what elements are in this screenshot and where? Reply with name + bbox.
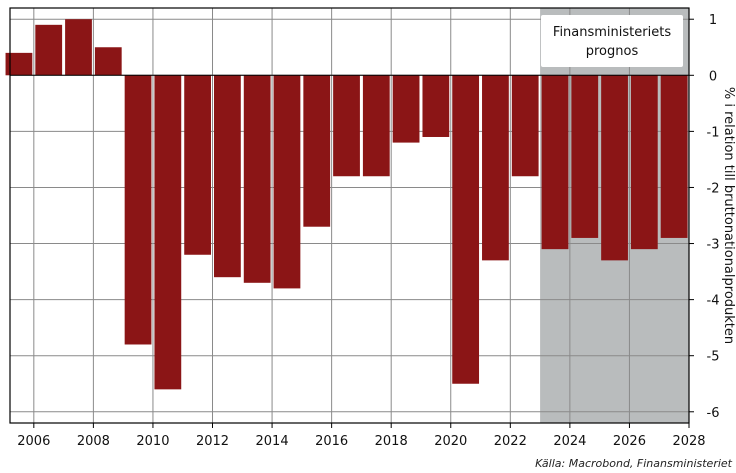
x-tick-label-2016: 2016 (315, 434, 348, 449)
x-tick-label-2012: 2012 (196, 434, 229, 449)
bar-2024 (571, 75, 599, 238)
y-tick-label--4: -4 (707, 294, 720, 309)
bars (5, 19, 688, 390)
y-tick-label-0: 0 (709, 69, 717, 84)
bar-2023 (541, 75, 569, 250)
bar-2008 (94, 47, 122, 76)
bar-2020 (452, 75, 480, 384)
bar-2013 (243, 75, 271, 283)
forecast-label-line2: prognos (586, 44, 639, 59)
y-tick-label--3: -3 (707, 238, 720, 253)
bar-2022 (511, 75, 539, 177)
forecast-label-box (541, 15, 683, 67)
x-tick-label-2024: 2024 (553, 434, 586, 449)
bar-2012 (214, 75, 241, 278)
bar-2016 (333, 75, 360, 177)
y-tick-label--1: -1 (707, 125, 720, 140)
bar-2025 (601, 75, 628, 261)
bar-2018 (392, 75, 420, 143)
y-tick-label--5: -5 (707, 350, 720, 365)
x-tick-label-2010: 2010 (136, 434, 169, 449)
bar-2015 (303, 75, 331, 227)
bar-2026 (630, 75, 658, 250)
bar-2007 (65, 19, 92, 76)
y-axis-ticks: 1 0 -1 -2 -3 -4 -5 -6 (689, 13, 719, 421)
bar-2014 (273, 75, 301, 289)
bar-2011 (184, 75, 212, 255)
bar-2010 (154, 75, 182, 390)
bar-2027 (660, 75, 688, 238)
y-tick-label--6: -6 (707, 406, 720, 421)
forecast-label-line1: Finansministeriets (553, 25, 671, 40)
x-tick-label-2018: 2018 (375, 434, 408, 449)
bar-2021 (482, 75, 509, 261)
y-tick-label-1: 1 (709, 13, 717, 28)
x-tick-label-2008: 2008 (77, 434, 110, 449)
x-tick-label-2022: 2022 (494, 434, 527, 449)
plot-frame (9, 7, 690, 424)
bar-2017 (362, 75, 390, 177)
bar-2005 (5, 52, 33, 76)
y-axis-label: % i relation till bruttonationalprodukte… (721, 87, 736, 344)
x-axis-ticks: 2006 2008 2010 2012 2014 2016 2018 2020 2022 2024… (17, 423, 706, 449)
x-tick-label-2006: 2006 (17, 434, 50, 449)
x-tick-label-2028: 2028 (672, 434, 705, 449)
bar-2006 (35, 24, 63, 76)
source-note: Källa: Macrobond, Finansministeriet (535, 457, 732, 470)
x-tick-label-2014: 2014 (256, 434, 289, 449)
bar-2019 (422, 75, 450, 137)
x-tick-label-2026: 2026 (613, 434, 646, 449)
bar-2009 (124, 75, 152, 345)
x-tick-label-2020: 2020 (434, 434, 467, 449)
y-tick-label--2: -2 (707, 181, 720, 196)
